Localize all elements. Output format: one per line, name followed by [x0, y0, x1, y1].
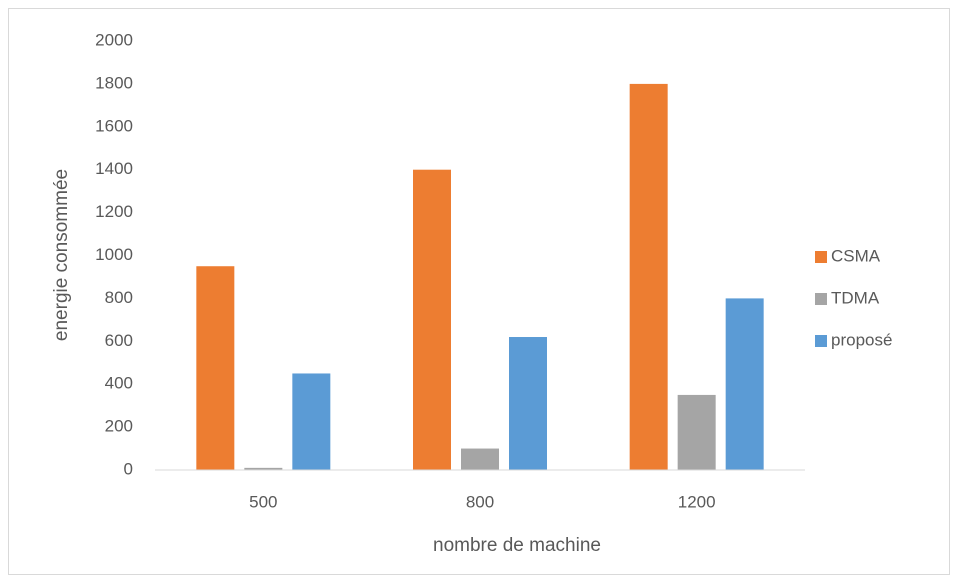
y-tick-label: 600	[105, 331, 133, 350]
chart-border	[8, 8, 950, 575]
y-axis-label: energie consommée	[51, 169, 72, 341]
y-tick-label: 1400	[95, 159, 133, 178]
bar	[292, 373, 331, 470]
x-tick-label: 1200	[678, 492, 716, 511]
y-tick-label: 1600	[95, 116, 133, 135]
bar	[725, 298, 764, 470]
x-tick-label: 500	[249, 492, 277, 511]
y-tick-label: 2000	[95, 30, 133, 49]
bar	[244, 467, 283, 470]
y-tick-label: 1000	[95, 245, 133, 264]
bar	[196, 266, 235, 470]
legend-swatch	[815, 251, 827, 263]
y-tick-label: 0	[124, 459, 133, 478]
x-tick-label: 800	[466, 492, 494, 511]
legend-label: proposé	[831, 330, 892, 349]
y-tick-label: 1200	[95, 202, 133, 221]
legend-label: CSMA	[831, 246, 881, 265]
bar	[629, 83, 668, 471]
bar	[413, 169, 451, 470]
legend-label: TDMA	[831, 288, 880, 307]
y-tick-label: 800	[105, 288, 133, 307]
bar	[461, 448, 499, 470]
bar	[509, 337, 547, 470]
x-axis-label: nombre de machine	[433, 535, 601, 556]
legend-swatch	[815, 335, 827, 347]
y-tick-label: 400	[105, 374, 133, 393]
bar	[677, 394, 716, 470]
y-tick-label: 1800	[95, 73, 133, 92]
legend-swatch	[815, 293, 827, 305]
y-tick-label: 200	[105, 417, 133, 436]
